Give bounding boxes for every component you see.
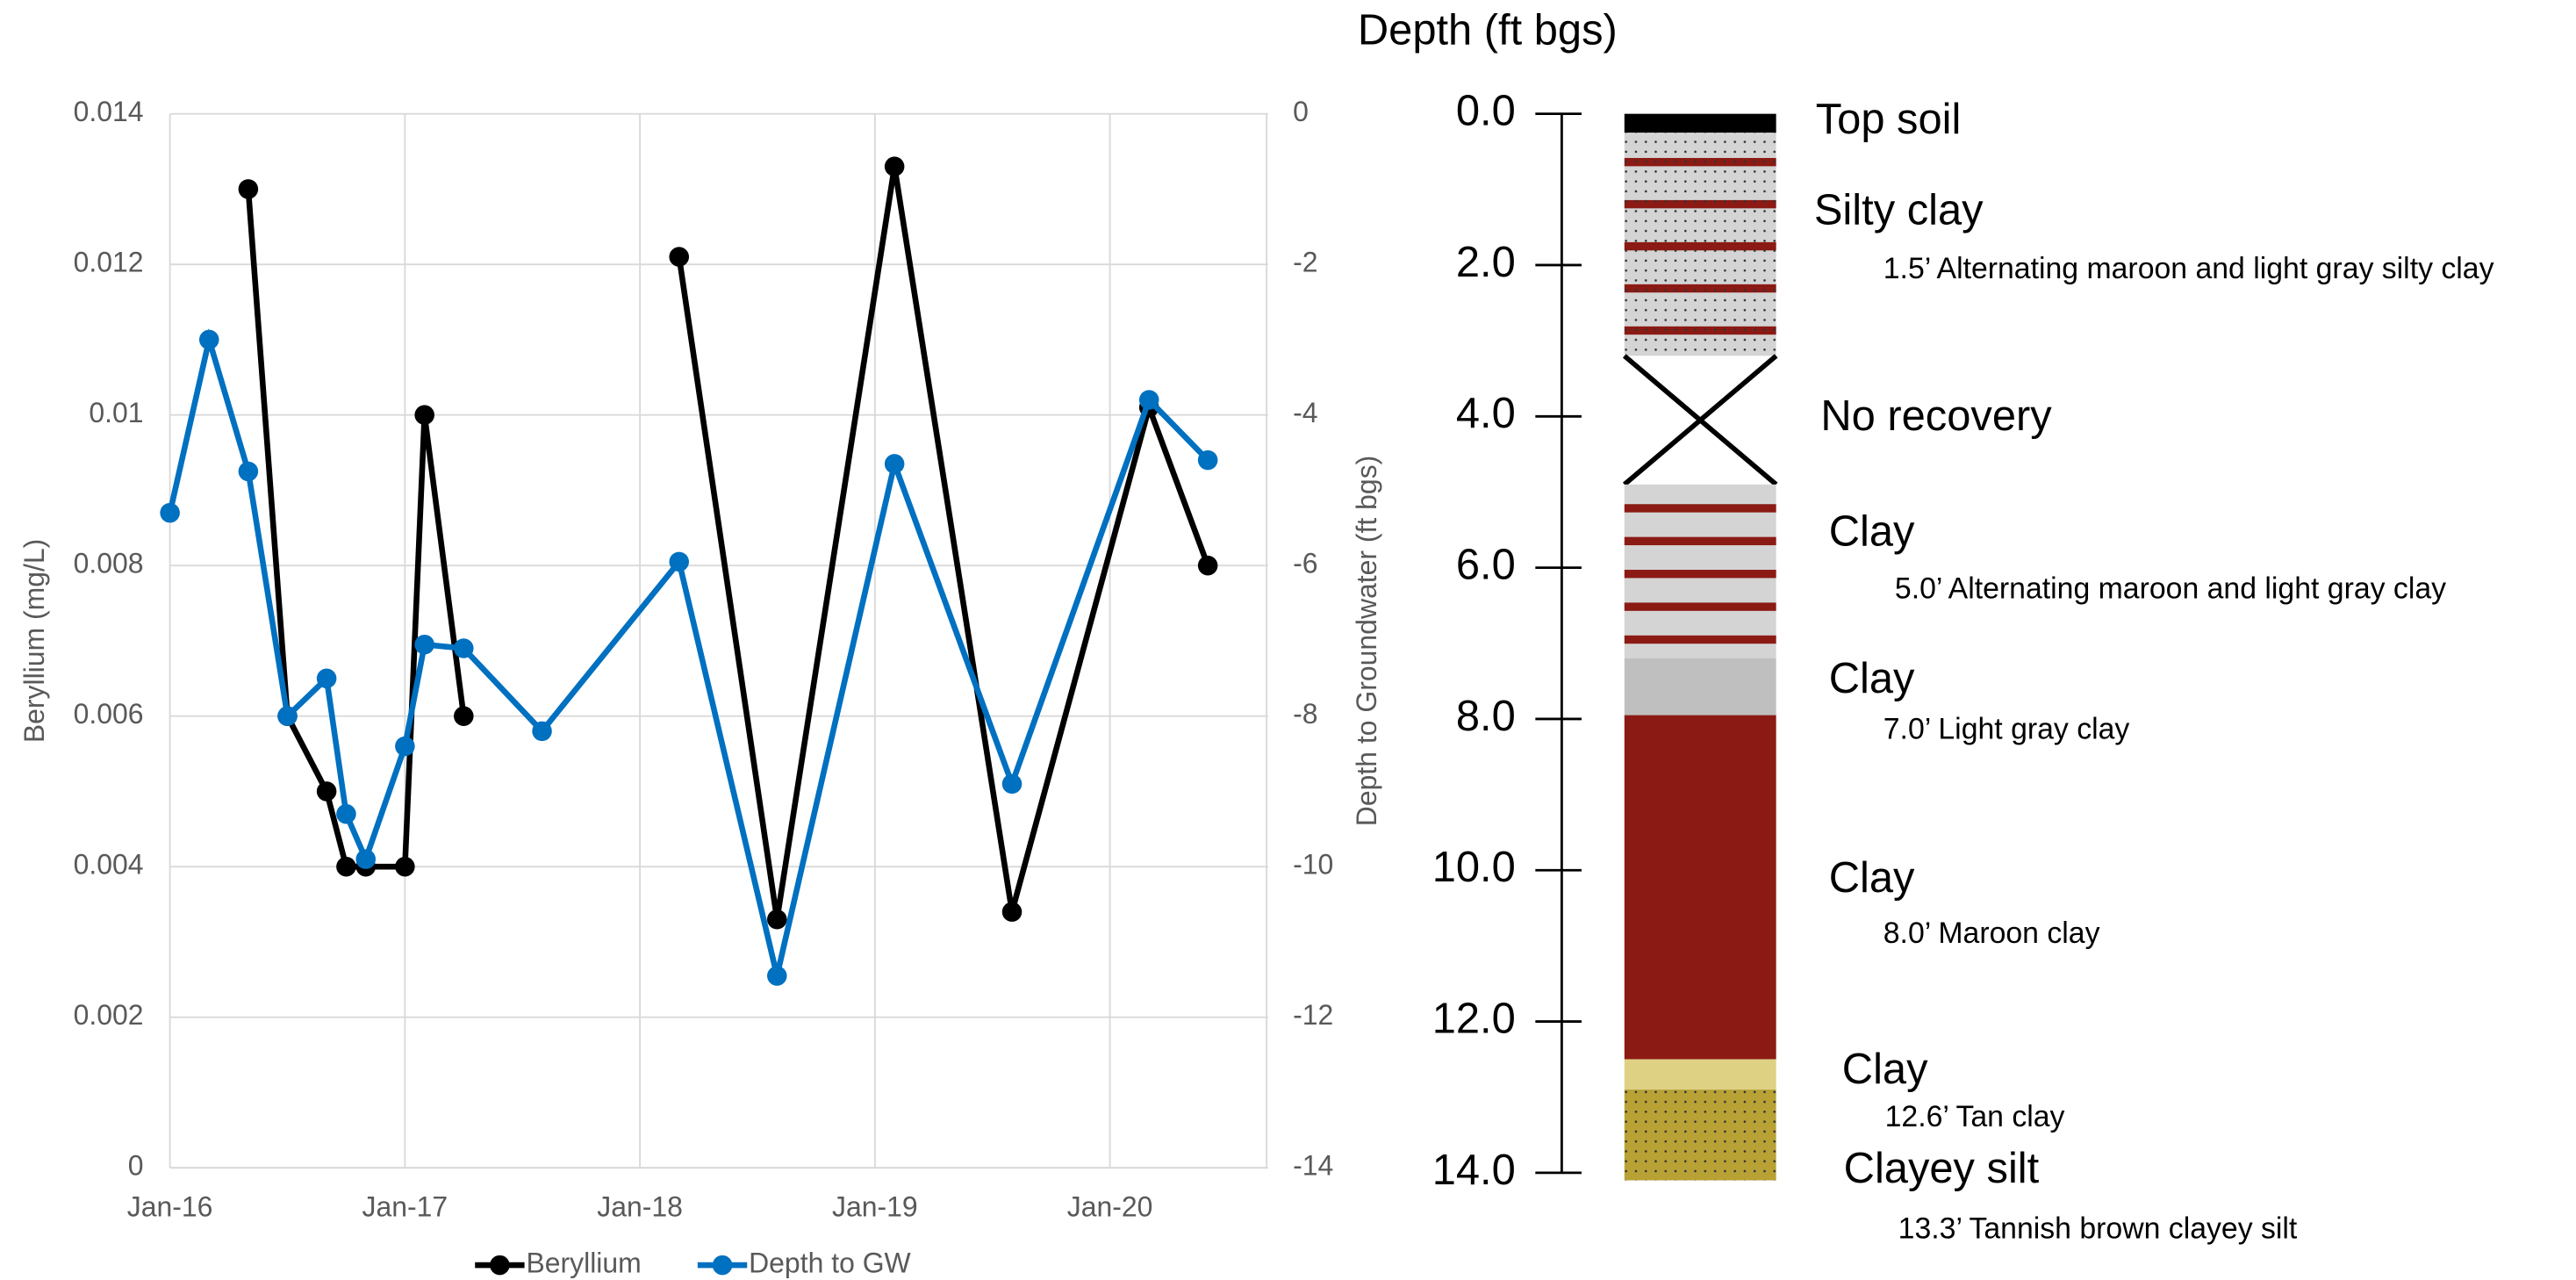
x-tick-label: Jan-18 [597,1191,683,1223]
data-point [669,552,689,572]
data-point [767,966,787,986]
y-tick-label: 0 [128,1150,144,1182]
layer-label: Top soil [1816,96,1962,143]
depth-tick-label: 12.0 [1432,995,1516,1042]
y-tick-label: 0.004 [74,849,144,881]
y-tick-label: 0.002 [74,999,144,1031]
depth-tick-label: 6.0 [1456,542,1516,589]
layer-stripe [1625,636,1776,644]
data-point [767,910,787,930]
layer-description: 1.5’ Alternating maroon and light gray s… [1884,252,2494,285]
layer-description: 7.0’ Light gray clay [1884,712,2130,745]
data-point [532,722,552,742]
layer-label: Clay [1842,1046,1928,1093]
layer-stripe [1625,570,1776,578]
layer-dots [1625,133,1776,356]
depth-tick-label: 10.0 [1432,844,1516,891]
layer-description: 12.6’ Tan clay [1885,1100,2065,1133]
depth-tick-label: 14.0 [1432,1147,1516,1194]
data-point [277,706,298,726]
data-point [1002,774,1023,795]
data-point [239,179,259,199]
series-line [248,167,1208,920]
x-tick-label: Jan-19 [832,1191,918,1223]
data-point [317,669,337,689]
series-line [170,340,1209,976]
data-point [317,781,337,802]
data-point [199,330,219,350]
data-point [395,737,415,757]
layer [1625,1060,1776,1089]
data-point [1198,556,1218,576]
log-title: Depth (ft bgs) [1358,6,1618,54]
y2-tick-label: -4 [1293,397,1317,428]
y2-tick-label: 0 [1293,96,1309,127]
y-axis-title: Beryllium (mg/L) [18,539,50,743]
depth-tick-label: 2.0 [1456,239,1516,286]
data-point [454,706,474,726]
chart: 0 0.002 0.004 0.006 0.008 0.01 0.012 0.014 -14 -1… [0,0,2576,1280]
y2-tick-label: -10 [1293,849,1333,881]
legend-marker [490,1255,510,1276]
layer-label: Clay [1829,854,1915,902]
data-point [414,635,434,655]
layer-label: No recovery [1820,392,2052,440]
layer-description: 5.0’ Alternating maroon and light gray c… [1895,572,2446,606]
y-tick-label: 0.008 [74,548,144,579]
layer-stripe [1625,504,1776,512]
y-tick-label: 0.01 [89,397,143,428]
data-point [1002,902,1023,922]
x-tick-label: Jan-17 [362,1191,448,1223]
layer-stripe [1625,537,1776,545]
y2-axis-title: Depth to Groundwater (ft bgs) [1351,456,1382,827]
data-point [336,857,356,877]
data-point [336,804,356,824]
data-point [239,462,259,482]
y2-tick-label: -8 [1293,698,1317,730]
layer-description: 8.0’ Maroon clay [1884,917,2100,950]
data-point [669,247,689,267]
depth-tick-label: 0.0 [1456,88,1516,135]
y2-tick-label: -2 [1293,247,1317,278]
layer-label: Clayey silt [1844,1145,2040,1192]
data-point [160,503,180,523]
x-tick-label: Jan-20 [1067,1191,1153,1223]
data-point [395,857,415,877]
x-tick-label: Jan-16 [127,1191,213,1223]
y-tick-label: 0.012 [74,247,144,278]
data-point [885,156,905,176]
layer-label: Clay [1829,508,1915,556]
layer-description: 13.3’ Tannish brown clayey silt [1898,1212,2298,1246]
legend-label: Depth to GW [749,1248,911,1279]
data-point [1198,450,1218,471]
data-point [885,454,905,474]
layer-stripe [1625,602,1776,610]
depth-tick-label: 8.0 [1456,693,1516,740]
data-point [414,405,434,425]
layer-label: Clay [1829,655,1915,702]
y-tick-label: 0.006 [74,698,144,730]
y2-tick-label: -6 [1293,548,1317,579]
data-point [355,849,376,869]
y-tick-label: 0.014 [74,96,144,127]
layer [1625,658,1776,716]
layer [1625,716,1776,1060]
y2-tick-label: -12 [1293,999,1333,1031]
layer-label: Silty clay [1814,186,1984,234]
legend-label: Beryllium [526,1248,641,1279]
page: {"chart_data": [ {"type": "line", "y_tit… [0,0,2576,1280]
depth-tick-label: 4.0 [1456,390,1516,437]
data-point [454,638,474,658]
legend-marker [713,1255,733,1276]
y2-tick-label: -14 [1293,1150,1333,1182]
layer [1625,114,1776,133]
layer-dots [1625,1089,1776,1180]
data-point [1139,390,1159,410]
